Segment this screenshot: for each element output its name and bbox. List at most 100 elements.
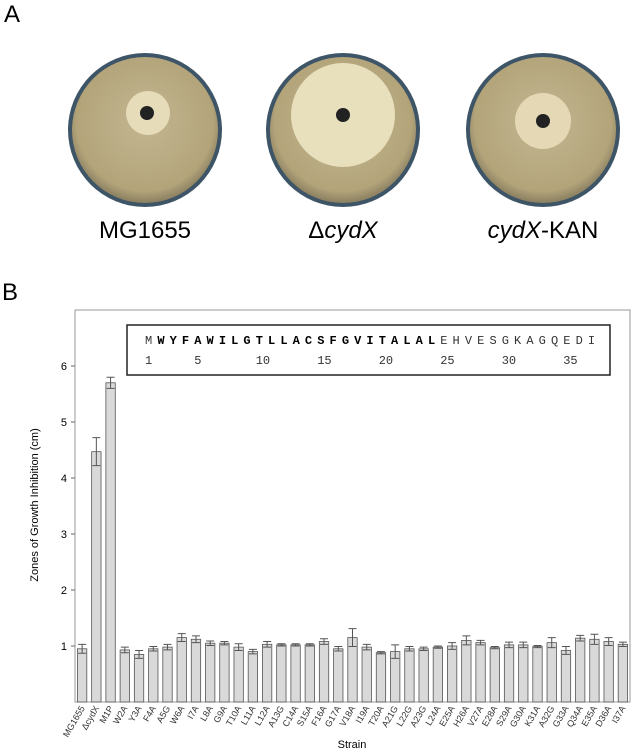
bar — [603, 641, 614, 703]
plate — [68, 53, 222, 207]
sequence-position: 10 — [256, 354, 270, 368]
error-bar — [462, 635, 471, 646]
y-tick-label: 3 — [61, 529, 67, 541]
error-bar — [78, 643, 87, 654]
y-tick-label: 2 — [61, 585, 67, 597]
bar — [333, 648, 344, 703]
x-tick-label: Y3A — [127, 704, 144, 724]
error-bar — [305, 643, 314, 647]
bar — [162, 646, 173, 703]
sequence-position: 15 — [317, 354, 331, 368]
error-bar — [177, 633, 186, 643]
sequence-part: M — [145, 334, 157, 348]
error-bar — [163, 643, 172, 651]
error-bar — [106, 376, 115, 389]
error-bar — [92, 437, 101, 467]
error-bar — [277, 643, 286, 647]
bar — [461, 640, 472, 703]
bar — [347, 637, 358, 703]
bar — [518, 644, 529, 703]
bar — [532, 646, 543, 703]
error-bar — [334, 646, 343, 652]
panel-label: A — [4, 1, 20, 28]
error-bar — [547, 637, 556, 649]
plate-label: MG1655 — [99, 217, 191, 244]
bar — [503, 644, 515, 703]
bar — [148, 648, 159, 703]
plate-label: cydX-KAN — [488, 217, 599, 244]
bar — [262, 643, 273, 703]
error-bar — [448, 642, 457, 650]
error-bar — [391, 644, 400, 659]
panel-label: B — [2, 279, 18, 306]
error-bar — [291, 643, 300, 647]
plate-label: ΔcydX — [308, 217, 378, 244]
error-bar — [120, 646, 129, 654]
error-bar — [618, 641, 627, 648]
error-bar — [149, 646, 158, 652]
error-bar — [490, 646, 499, 650]
bar — [390, 651, 401, 703]
x-axis-title: Strain — [338, 739, 367, 751]
bar — [489, 647, 500, 703]
error-bar — [519, 641, 528, 649]
sequence-position: 1 — [145, 354, 152, 368]
plate — [266, 53, 420, 207]
y-tick-label: 6 — [61, 361, 67, 373]
error-bar — [362, 643, 371, 651]
error-bar — [376, 651, 385, 655]
error-bar — [320, 638, 329, 645]
error-bar — [135, 649, 144, 659]
bar — [233, 646, 244, 703]
bar — [77, 648, 88, 703]
plate-label-part: -KAN — [541, 217, 598, 244]
bar — [105, 382, 116, 703]
error-bar — [419, 646, 428, 651]
bar — [276, 644, 287, 703]
sequence-position: 30 — [502, 354, 516, 368]
bar — [176, 637, 187, 703]
error-bar — [433, 645, 442, 649]
bar — [617, 643, 628, 703]
bar — [404, 648, 415, 703]
bar — [190, 638, 202, 703]
plate-label-part: cydX — [324, 217, 378, 244]
x-tick-label: W2A — [111, 704, 129, 726]
bar — [304, 644, 315, 703]
bar — [546, 642, 557, 703]
error-bar — [263, 641, 272, 648]
error-bar — [505, 641, 514, 649]
bar — [247, 651, 258, 703]
bar — [361, 646, 372, 703]
sequence-position: 5 — [194, 354, 201, 368]
error-bar — [405, 646, 414, 652]
y-tick-label: 5 — [61, 417, 67, 429]
bar — [432, 646, 443, 703]
bar — [575, 637, 586, 703]
x-tick-label: I37A — [610, 704, 628, 725]
bar — [219, 642, 230, 703]
bar — [447, 645, 458, 703]
sequence-position: 35 — [563, 354, 577, 368]
bar — [205, 642, 216, 703]
error-bar — [590, 633, 599, 645]
error-bar — [234, 643, 243, 651]
error-bar — [476, 639, 485, 646]
plate-label-part: cydX — [488, 217, 542, 244]
error-bar — [248, 648, 257, 655]
bar — [418, 648, 429, 703]
error-bar — [604, 637, 613, 646]
plate-label-part: MG1655 — [99, 217, 191, 244]
sequence-part: WYFAWILGTLLACSFGVITALAL — [157, 334, 440, 348]
error-bar — [576, 634, 585, 642]
bar — [560, 650, 572, 703]
sequence-position: 25 — [440, 354, 454, 368]
bar — [318, 641, 330, 703]
bar — [133, 654, 145, 703]
bar — [290, 644, 301, 703]
sequence-position: 20 — [379, 354, 393, 368]
x-tick-label: T10A — [224, 704, 243, 728]
error-bar — [561, 646, 570, 655]
error-bar — [206, 640, 215, 646]
